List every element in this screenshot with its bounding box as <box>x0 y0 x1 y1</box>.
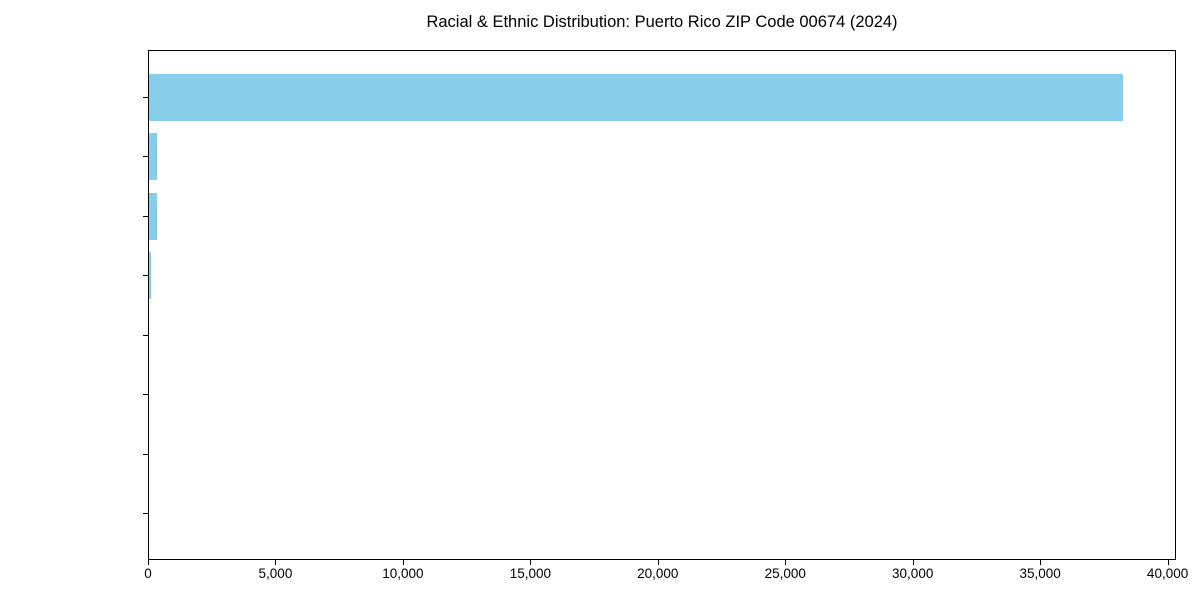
x-tick-mark <box>657 560 659 565</box>
x-tick-mark <box>1040 560 1042 565</box>
y-tick-mark <box>143 394 148 396</box>
x-tick-label: 40,000 <box>1146 566 1189 581</box>
bar-row <box>149 424 1175 483</box>
bar-row <box>149 364 1175 423</box>
x-tick-mark <box>912 560 914 565</box>
y-tick-mark <box>143 96 148 98</box>
bar-other-race <box>149 251 152 299</box>
x-tick-label: 30,000 <box>892 566 934 581</box>
bar-row <box>149 127 1175 186</box>
x-tick-mark <box>402 560 404 565</box>
bar-row <box>149 483 1175 542</box>
bar-row <box>149 187 1175 246</box>
x-tick-label: 35,000 <box>1019 566 1061 581</box>
x-tick-label: 10,000 <box>382 566 424 581</box>
y-tick-mark <box>143 275 148 277</box>
x-tick-label: 25,000 <box>764 566 806 581</box>
bars-container <box>149 68 1175 542</box>
y-tick-mark <box>143 513 148 515</box>
y-tick-mark <box>143 215 148 217</box>
y-tick-mark <box>143 453 148 455</box>
bar-row <box>149 305 1175 364</box>
x-tick-mark <box>785 560 787 565</box>
bar-hispanic-or-latino <box>149 74 1124 122</box>
y-tick-mark <box>143 156 148 158</box>
x-tick-mark <box>530 560 532 565</box>
x-tick-label: 15,000 <box>509 566 551 581</box>
bar-two-or-more-races <box>149 133 158 181</box>
chart-title: Racial & Ethnic Distribution: Puerto Ric… <box>426 13 898 31</box>
bar-row <box>149 68 1175 127</box>
x-tick-label: 5,000 <box>258 566 293 581</box>
y-tick-mark <box>143 334 148 336</box>
x-tick-label: 0 <box>144 566 152 581</box>
plot-area <box>148 50 1176 560</box>
x-tick-mark <box>275 560 277 565</box>
bar-white-non-hispanic <box>149 192 157 240</box>
bar-row <box>149 246 1175 305</box>
x-tick-label: 20,000 <box>637 566 679 581</box>
x-tick-mark <box>148 560 149 565</box>
x-tick-mark <box>1167 560 1169 565</box>
